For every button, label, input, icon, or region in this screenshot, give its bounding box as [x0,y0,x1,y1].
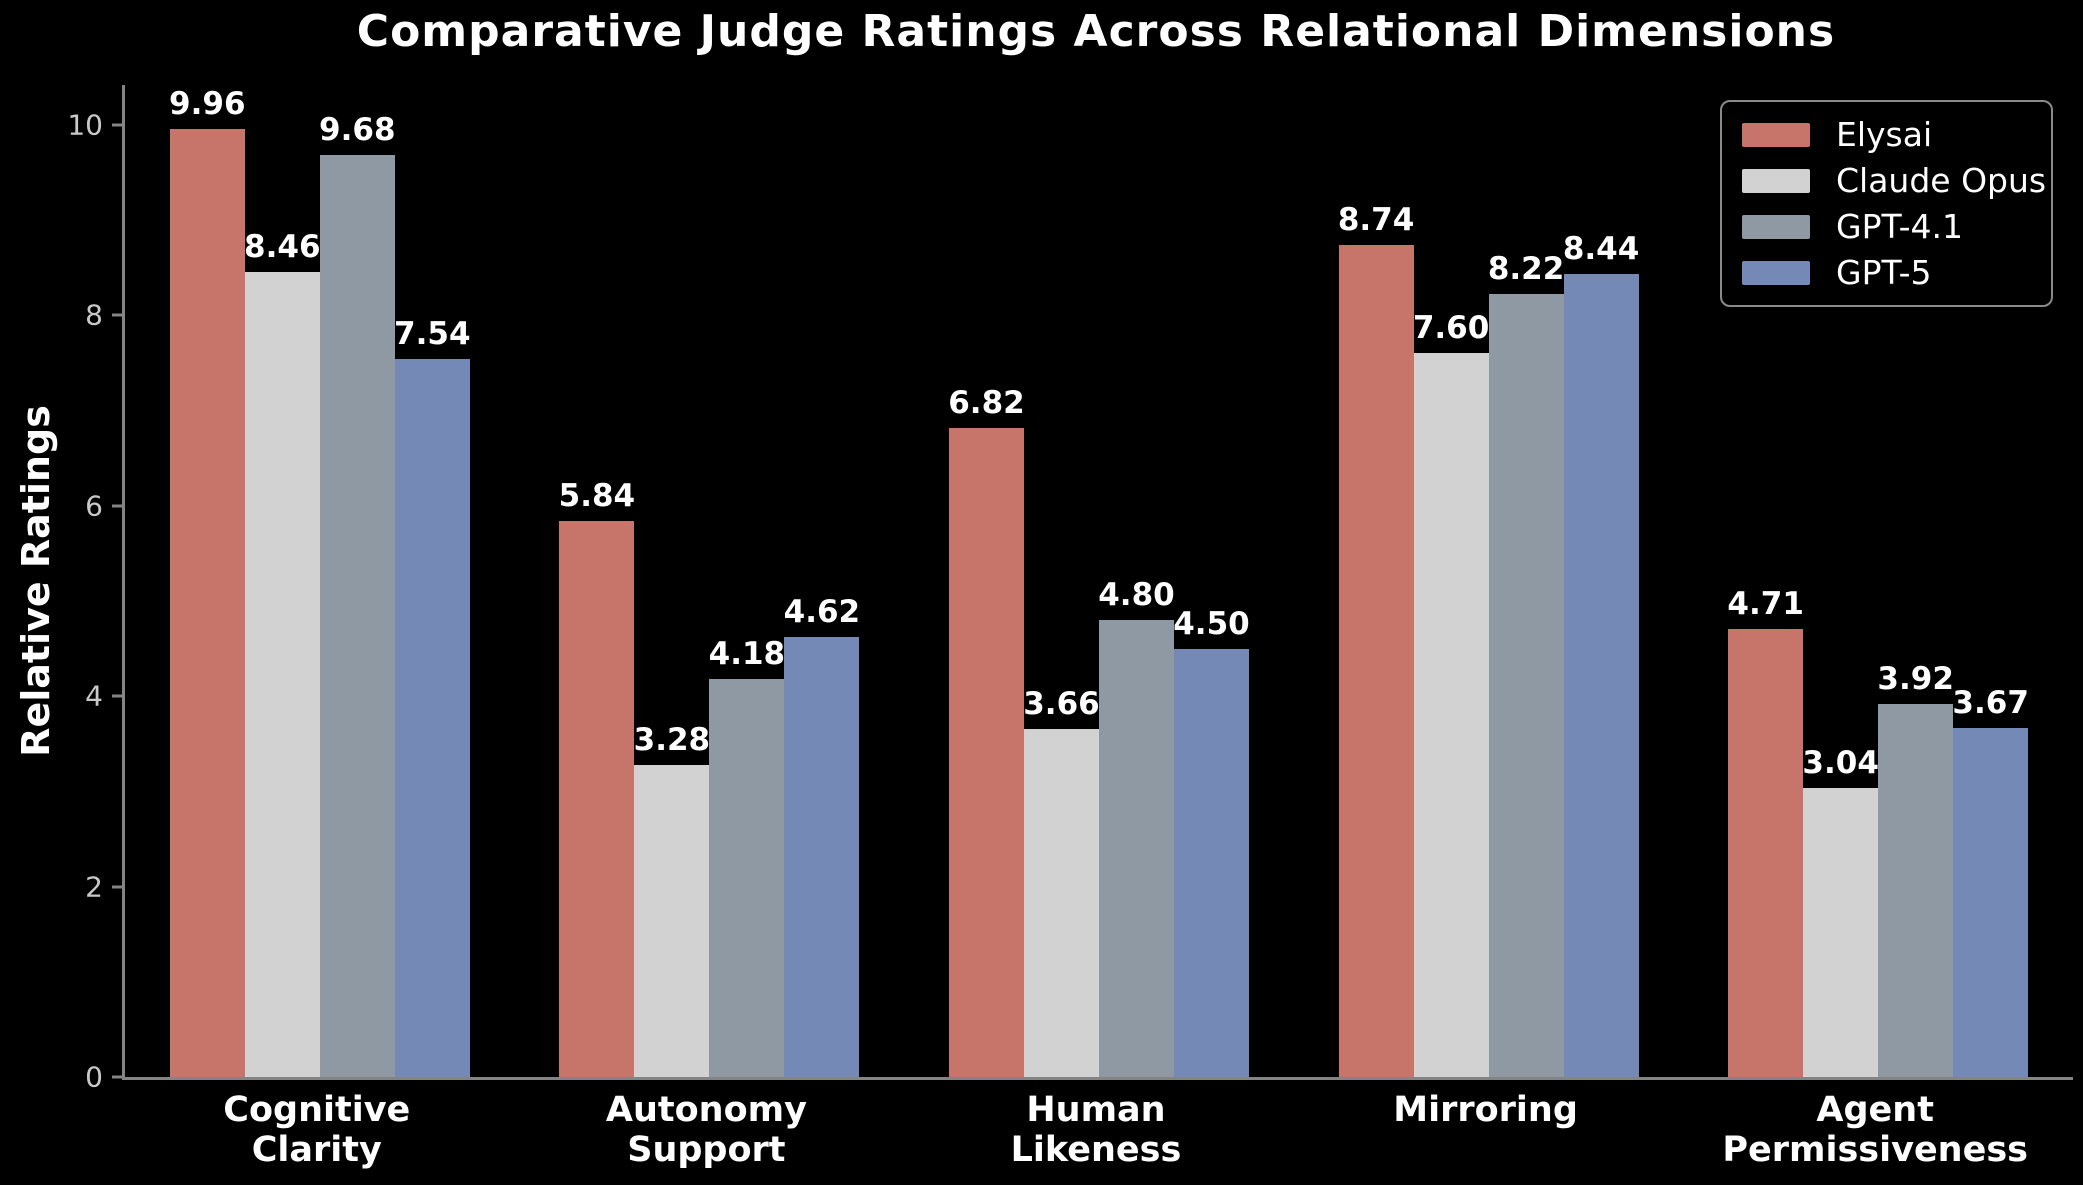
y-tick-mark [112,1075,125,1079]
y-tick: 6 [51,489,125,522]
y-tick-label: 6 [85,489,103,523]
legend-swatch [1742,214,1810,239]
x-tick-label: Autonomy Support [605,1090,807,1171]
bar-value-label: 3.04 [1802,744,1879,781]
y-tick: 8 [51,299,125,332]
bar-value-label: 8.22 [1487,251,1565,288]
y-tick: 0 [51,1061,125,1094]
legend-item: Elysai [1742,115,2031,154]
bar-value-label: 3.92 [1877,660,1954,697]
bar-value-label: 4.50 [1173,605,1250,642]
y-tick-label: 4 [85,679,103,713]
y-tick-label: 8 [85,298,103,332]
bar: 9.96 [169,86,246,1077]
bar-value-label: 4.18 [708,636,786,673]
bar: 4.50 [1173,606,1250,1077]
x-axis: Cognitive Clarity Autonomy Support Human L… [122,1090,2070,1171]
bar-group: 9.96 8.46 9.68 7.54 [125,85,515,1077]
bar: 8.22 [1488,251,1564,1077]
legend-label: Claude Opus [1836,161,2047,200]
legend-label: Elysai [1836,115,1933,154]
bar-group: 8.74 7.60 8.22 8.44 [1294,85,1684,1077]
bar-value-label: 8.46 [244,228,321,265]
y-tick-label: 2 [85,870,103,904]
legend-label: GPT-4.1 [1836,207,1963,246]
bar-value-label: 7.60 [1412,310,1490,347]
y-tick-mark [112,313,125,317]
bar: 8.44 [1563,231,1639,1077]
legend-swatch [1742,122,1810,147]
y-tick: 10 [51,109,125,142]
bar: 4.71 [1727,586,1804,1077]
bar: 3.92 [1877,661,1954,1077]
bar: 7.54 [394,316,471,1077]
x-tick-label: Cognitive Clarity [223,1090,411,1171]
legend-swatch [1742,260,1810,285]
bar: 9.68 [319,112,396,1077]
y-tick-mark [112,885,125,889]
bar-value-label: 3.28 [633,721,711,758]
y-tick-label: 10 [67,108,103,142]
x-tick-label: Human Likeness [1010,1090,1182,1171]
bar: 6.82 [948,385,1025,1077]
legend-label: GPT-5 [1836,253,1932,292]
plot-area: 0 2 4 6 8 10 9.96 8.46 9.68 7.54 5.84 3.28 4.18 4.62… [67,85,2073,1094]
bars-container: 9.96 8.46 9.68 7.54 5.84 3.28 4.18 4.62 6.82 3.66… [125,85,2073,1077]
legend-item: Claude Opus [1742,161,2046,200]
y-tick-label: 0 [85,1060,103,1094]
bar: 8.74 [1338,202,1414,1077]
legend-swatch [1742,168,1810,193]
bar: 4.80 [1098,577,1175,1077]
y-tick: 4 [51,680,125,713]
bar-value-label: 4.71 [1727,585,1804,622]
bar: 4.62 [784,594,860,1077]
bar-value-label: 8.74 [1337,201,1415,238]
bar-value-label: 5.84 [558,478,636,515]
bar: 3.66 [1023,686,1100,1077]
legend-item: GPT-4.1 [1742,207,2031,246]
bar-value-label: 4.62 [783,594,861,631]
bar-value-label: 8.44 [1562,230,1640,267]
bar-value-label: 7.54 [394,316,471,353]
bar-value-label: 3.66 [1023,685,1100,722]
bar-group: 4.71 3.04 3.92 3.67 [1683,85,2073,1077]
bar: 7.60 [1413,310,1489,1077]
legend: Elysai Claude Opus GPT-4.1 GPT-5 [1720,100,2053,307]
bar-value-label: 9.96 [169,85,246,122]
y-tick-mark [112,694,125,698]
bar-value-label: 9.68 [319,112,396,149]
chart-title: Comparative Judge Ratings Across Relatio… [356,6,1836,57]
bar: 3.67 [1952,685,2029,1077]
legend-item: GPT-5 [1742,253,2031,292]
y-tick: 2 [51,870,125,903]
bar-value-label: 4.80 [1098,577,1175,614]
bar-value-label: 6.82 [948,384,1025,421]
bar: 3.28 [634,722,710,1077]
x-tick-label: Mirroring [1393,1090,1578,1130]
bar-group: 5.84 3.28 4.18 4.62 [515,85,905,1077]
x-tick-label: Agent Permissiveness [1722,1090,2028,1171]
bar: 3.04 [1802,745,1879,1077]
y-tick-mark [112,504,125,508]
bar: 5.84 [559,478,635,1077]
bar-group: 6.82 3.66 4.80 4.50 [904,85,1294,1077]
bar: 4.18 [709,636,785,1077]
bar-value-label: 3.67 [1952,684,2029,721]
bar: 8.46 [244,229,321,1077]
y-tick-mark [112,123,125,127]
